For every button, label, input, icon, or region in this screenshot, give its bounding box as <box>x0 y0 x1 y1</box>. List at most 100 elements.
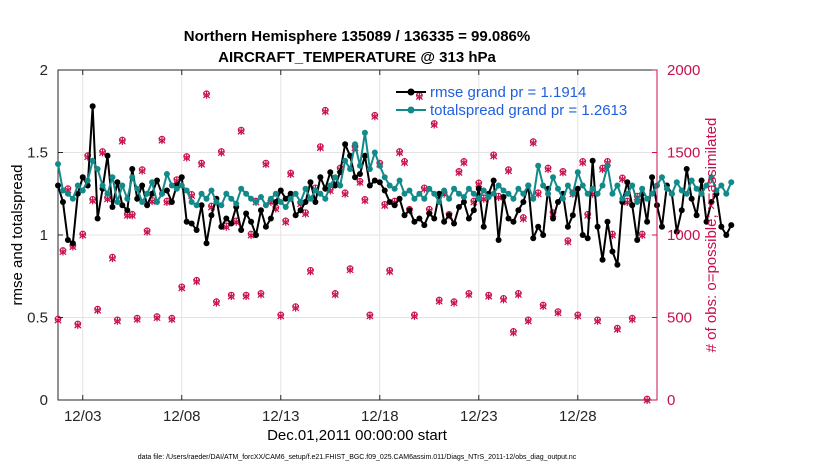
obs-assimilated-cross <box>341 190 349 198</box>
obs-count-marker <box>321 106 329 116</box>
obs-count-marker <box>94 305 102 315</box>
series-point <box>183 218 190 225</box>
series-point <box>352 174 359 181</box>
series-point <box>342 157 349 164</box>
obs-assimilated-cross <box>559 168 567 177</box>
obs-assimilated-cross <box>465 290 473 299</box>
series-point <box>579 232 586 238</box>
obs-assimilated-cross <box>529 139 537 147</box>
series-point <box>322 195 329 202</box>
obs-count-marker <box>460 158 468 167</box>
obs-count-marker <box>504 166 513 175</box>
series-point <box>520 199 527 205</box>
obs-assimilated-cross <box>227 292 235 301</box>
y-axis-left: 0 0.5 1 1.5 2 <box>27 62 63 409</box>
obs-count-marker <box>381 200 389 210</box>
series-point <box>129 166 136 172</box>
series-point <box>530 195 537 202</box>
obs-count-marker <box>301 209 310 218</box>
obs-count-marker <box>108 253 117 263</box>
series-point <box>228 195 235 202</box>
obs-assimilated-cross <box>544 165 552 173</box>
obs-count-marker <box>386 266 394 276</box>
obs-assimilated-cross <box>539 302 547 310</box>
series-point <box>396 177 403 184</box>
series-point <box>579 182 586 189</box>
series-point <box>639 185 646 192</box>
series-point <box>644 195 651 202</box>
series-point <box>683 166 690 172</box>
series-point <box>361 129 368 136</box>
series-point <box>55 182 61 189</box>
obs-assimilated-cross <box>59 248 67 256</box>
series-point <box>302 185 309 192</box>
obs-assimilated-cross <box>495 193 503 202</box>
obs-assimilated-cross <box>420 185 428 193</box>
obs-count-marker <box>529 138 537 147</box>
series-point <box>451 220 458 227</box>
obs-count-marker <box>158 135 166 145</box>
series-point <box>406 187 413 194</box>
series-point <box>564 223 571 230</box>
series-point <box>248 195 255 202</box>
series-point <box>272 199 279 205</box>
obs-assimilated-cross <box>371 112 379 121</box>
series-point <box>213 199 220 205</box>
obs-count-marker <box>237 126 245 136</box>
series-point <box>168 199 175 205</box>
series-point <box>604 162 611 169</box>
series-point <box>629 182 636 189</box>
x-tick-label: 12/03 <box>64 408 102 425</box>
series-point <box>327 182 334 189</box>
series-point <box>178 182 185 189</box>
obs-assimilated-cross <box>138 167 146 175</box>
series-point <box>356 162 363 169</box>
series-point <box>198 202 205 209</box>
obs-count-marker <box>54 315 62 324</box>
obs-assimilated-cross <box>108 254 117 263</box>
y-axis-right-label: # of obs: o=possible; ×=assimilated <box>703 118 720 353</box>
series-point <box>550 215 557 222</box>
title-line-2: AIRCRAFT_TEMPERATURE @ 313 hPa <box>218 49 496 66</box>
series-point <box>416 190 423 197</box>
obs-assimilated-cross <box>321 107 329 116</box>
series-point <box>535 162 542 169</box>
obs-assimilated-cross <box>222 223 230 231</box>
series-point <box>649 174 656 181</box>
series-point <box>584 190 591 197</box>
obs-assimilated-cross <box>381 201 389 210</box>
series-point <box>515 207 522 214</box>
series-point <box>495 182 502 189</box>
obs-count-marker <box>74 320 82 329</box>
series-point <box>490 190 497 197</box>
series-point <box>84 177 91 184</box>
series-point <box>614 182 621 189</box>
series-point <box>89 103 96 110</box>
series-point <box>342 141 349 148</box>
series-point <box>248 218 255 225</box>
series-point <box>203 195 210 202</box>
series-point <box>574 169 581 176</box>
series-point <box>208 187 215 194</box>
obs-assimilated-cross <box>499 295 508 304</box>
obs-assimilated-cross <box>356 178 364 187</box>
obs-count-marker <box>435 296 443 305</box>
obs-count-marker <box>415 92 423 101</box>
x-axis: 12/03 12/08 12/13 12/18 12/23 12/28 <box>64 70 597 425</box>
series-point <box>663 185 670 192</box>
series-point <box>337 182 344 189</box>
series-point <box>416 215 423 222</box>
obs-count-marker <box>579 158 587 167</box>
obs-assimilated-cross <box>79 231 87 239</box>
y-tick-label-left: 0 <box>40 392 48 409</box>
series-point <box>332 174 339 181</box>
series-point <box>89 157 96 164</box>
series-point <box>307 179 314 186</box>
obs-count-marker <box>554 308 562 317</box>
series-point <box>124 207 131 214</box>
series-point <box>554 199 561 205</box>
obs-count-marker <box>430 120 438 129</box>
series-point <box>678 187 685 194</box>
obs-assimilated-cross <box>237 127 245 136</box>
obs-assimilated-cross <box>247 231 255 239</box>
